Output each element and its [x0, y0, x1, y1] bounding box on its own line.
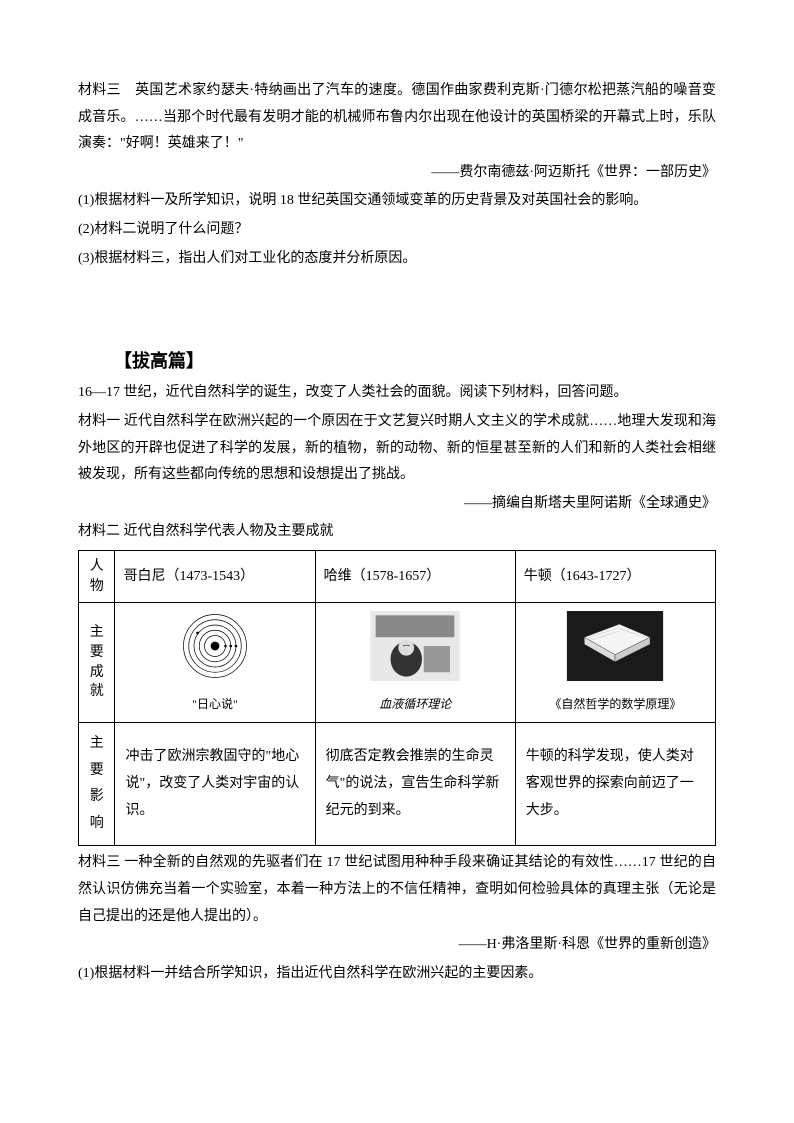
caption-heliocentric: "日心说": [123, 694, 306, 714]
question-1: (1)根据材料一及所学知识，说明 18 世纪英国交通领域变革的历史背景及对英国社…: [78, 188, 716, 215]
achievement-newton: 《自然哲学的数学原理》: [515, 603, 715, 723]
bagao-header: 【拔高篇】: [78, 344, 716, 378]
material3-paragraph: 材料三 英国艺术家约瑟夫·特纳画出了汽车的速度。德国作曲家费利克斯·门德尔松把蒸…: [78, 78, 716, 158]
bagao-material1: 材料一 近代自然科学在欧洲兴起的一个原因在于文艺复兴时期人文主义的学术成就……地…: [78, 409, 716, 489]
scientists-table: 人物 哥白尼（1473-1543） 哈维（1578-1657） 牛顿（1643-…: [78, 550, 716, 847]
material3b-text: 材料三 一种全新的自然观的先驱者们在 17 世纪试图用种种手段来确证其结论的有效…: [78, 850, 716, 930]
question-3b-1: (1)根据材料一并结合所学知识，指出近代自然科学在欧洲兴起的主要因素。: [78, 961, 716, 988]
influence-harvey: 彻底否定教会推崇的生命灵气"的说法，宣告生命科学新纪元的到来。: [315, 723, 515, 846]
row-label-influence: 主要影响: [79, 723, 115, 846]
person-copernicus: 哥白尼（1473-1543）: [115, 550, 315, 602]
achievement-heliocentric: "日心说": [115, 603, 315, 723]
table-row-influence: 主要影响 冲击了欧洲宗教固守的"地心说"，改变了人类对宇宙的认识。 彻底否定教会…: [79, 723, 716, 846]
section-gap: [78, 274, 716, 344]
bagao-material1-attribution: ——摘编自斯塔夫里阿诺斯《全球通史》: [78, 491, 716, 518]
material3-attribution: ——费尔南德兹·阿迈斯托《世界：一部历史》: [78, 160, 716, 187]
table-row-achievement: 主要成就 "日心说": [79, 603, 716, 723]
question-3: (3)根据材料三，指出人们对工业化的态度并分析原因。: [78, 246, 716, 273]
caption-newton: 《自然哲学的数学原理》: [524, 694, 707, 714]
heliocentric-icon: [170, 611, 260, 681]
person-harvey: 哈维（1578-1657）: [315, 550, 515, 602]
material3b-attribution: ——H·弗洛里斯·科恩《世界的重新创造》: [78, 932, 716, 959]
person-newton: 牛顿（1643-1727）: [515, 550, 715, 602]
influence-copernicus: 冲击了欧洲宗教固守的"地心说"，改变了人类对宇宙的认识。: [115, 723, 315, 846]
caption-harvey: 血液循环理论: [324, 694, 507, 714]
harvey-icon: [370, 611, 460, 681]
newton-book-icon: [565, 611, 665, 681]
bagao-intro: 16—17 世纪，近代自然科学的诞生，改变了人类社会的面貌。阅读下列材料，回答问…: [78, 380, 716, 407]
achievement-harvey: 血液循环理论: [315, 603, 515, 723]
influence-newton: 牛顿的科学发现，使人类对客观世界的探索向前迈了一大步。: [515, 723, 715, 846]
table-row-person: 人物 哥白尼（1473-1543） 哈维（1578-1657） 牛顿（1643-…: [79, 550, 716, 602]
row-label-person: 人物: [79, 550, 115, 602]
question-2: (2)材料二说明了什么问题？: [78, 217, 716, 244]
bagao-material2-intro: 材料二 近代自然科学代表人物及主要成就: [78, 519, 716, 546]
row-label-achievement: 主要成就: [79, 603, 115, 723]
